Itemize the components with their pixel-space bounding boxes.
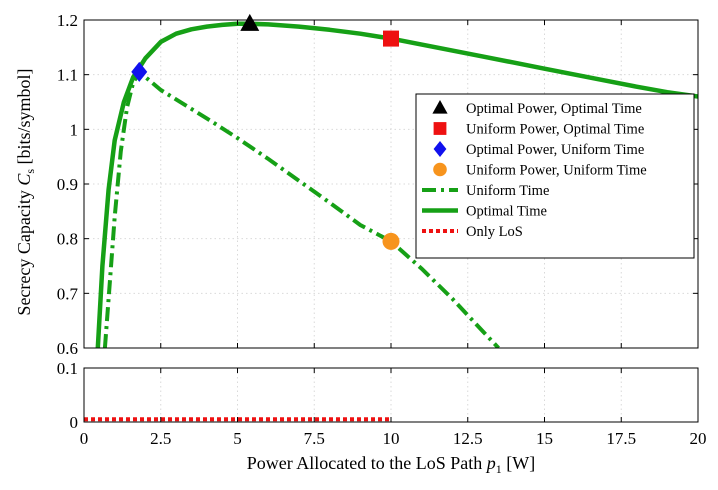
upper-y-tick-label: 1: [70, 120, 79, 139]
legend-label: Optimal Power, Optimal Time: [466, 101, 642, 117]
y-axis-title: Secrecy Capacity Cs [bits/symbol]: [14, 68, 37, 315]
legend-label: Uniform Power, Uniform Time: [466, 163, 647, 179]
legend-label: Optimal Power, Uniform Time: [466, 142, 644, 158]
x-tick-label: 0: [80, 429, 89, 448]
marker-optimal-power-optimal-time: [240, 13, 260, 31]
legend-marker-uniform-power-optimal-time: [433, 122, 447, 135]
x-tick-label: 7.5: [304, 429, 325, 448]
x-tick-label: 10: [383, 429, 400, 448]
legend-label: Uniform Power, Optimal Time: [466, 122, 644, 138]
upper-y-tick-label: 1.1: [57, 66, 78, 85]
legend-box: [415, 93, 695, 259]
x-tick-label: 5: [233, 429, 242, 448]
marker-optimal-power-uniform-time: [131, 61, 148, 82]
tick-labels: 0 2.5 5 7.5 10 12.5 15 17.5 20 0.6 0.7 0.8 0.9 1 1.1 1.…: [57, 11, 707, 448]
x-tick-label: 17.5: [606, 429, 636, 448]
legend-marker-uniform-power-uniform-time: [433, 162, 447, 177]
upper-y-tick-label: 0.9: [57, 175, 78, 194]
x-tick-label: 2.5: [150, 429, 171, 448]
legend: Optimal Power, Optimal Time Uniform Power…: [415, 93, 695, 259]
x-tick-label: 12.5: [453, 429, 483, 448]
upper-y-tick-label: 0.6: [57, 339, 78, 358]
legend-marker-optimal-power-optimal-time: [432, 100, 448, 114]
x-axis-title: Power Allocated to the LoS Path p1 [W]: [247, 453, 535, 476]
upper-series-layer: [95, 21, 698, 348]
axis-ticks: [83, 19, 699, 423]
series-uniform-time: [102, 68, 500, 348]
x-tick-label: 15: [536, 429, 553, 448]
upper-y-tick-label: 1.2: [57, 11, 78, 30]
series-optimal-time: [95, 21, 698, 348]
marker-uniform-power-optimal-time: [383, 30, 399, 47]
marker-uniform-power-uniform-time: [382, 232, 400, 250]
lower-grid: [83, 367, 699, 423]
upper-y-tick-label: 0.7: [57, 284, 79, 303]
legend-label: Uniform Time: [466, 183, 549, 199]
legend-label: Only LoS: [466, 224, 523, 240]
markers-layer: [131, 13, 400, 250]
legend-label: Optimal Time: [466, 204, 547, 220]
upper-y-tick-label: 0.8: [57, 230, 78, 249]
legend-marker-optimal-power-uniform-time: [433, 141, 447, 157]
x-tick-label: 20: [690, 429, 707, 448]
lower-y-tick-label: 0: [70, 413, 79, 432]
lower-y-tick-label: 0.1: [57, 359, 78, 378]
